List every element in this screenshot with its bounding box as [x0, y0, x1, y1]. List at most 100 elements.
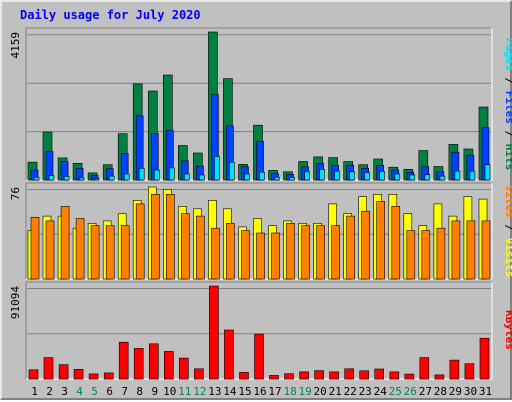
bar-sites-13	[211, 227, 220, 280]
bar-sites-8	[135, 203, 145, 280]
x-tick-label-31: 31	[479, 385, 492, 398]
bar-sites-11	[181, 213, 190, 280]
bar-pages-16	[259, 171, 265, 181]
bar-pages-29	[454, 170, 461, 181]
bar-sites-31	[481, 220, 491, 280]
x-tick-label-7: 7	[121, 385, 128, 398]
bar-kbytes-15	[239, 372, 249, 380]
bar-pages-27	[424, 174, 431, 181]
bar-pages-2	[48, 175, 55, 181]
legend-entry: Visits	[503, 238, 512, 278]
x-tick-label-11: 11	[178, 385, 191, 398]
bar-kbytes-8	[133, 348, 144, 380]
bar-pages-25	[394, 173, 401, 181]
bar-kbytes-19	[299, 371, 309, 380]
bar-kbytes-12	[194, 368, 204, 380]
x-tick-label-13: 13	[208, 385, 221, 398]
bar-sites-27	[421, 230, 431, 280]
x-tick-label-19: 19	[298, 385, 311, 398]
bar-sites-29	[451, 220, 461, 280]
x-tick-label-14: 14	[223, 385, 237, 398]
bar-sites-21	[331, 225, 340, 280]
bar-kbytes-4	[73, 368, 84, 380]
bar-kbytes-7	[118, 341, 129, 380]
bar-pages-18	[289, 177, 295, 181]
bar-kbytes-17	[269, 375, 279, 380]
x-tick-label-6: 6	[106, 385, 113, 398]
x-tick-label-26: 26	[404, 385, 417, 398]
bar-kbytes-30	[464, 363, 475, 380]
bar-sites-5	[90, 225, 100, 280]
bar-kbytes-1	[28, 369, 39, 380]
bar-sites-30	[466, 220, 476, 280]
bar-kbytes-10	[164, 351, 174, 380]
bar-pages-3	[63, 176, 70, 181]
bar-sites-16	[256, 232, 265, 280]
x-tick-label-21: 21	[329, 385, 342, 398]
x-tick-label-12: 12	[193, 385, 206, 398]
bar-kbytes-2	[43, 357, 54, 380]
bar-pages-28	[439, 175, 446, 181]
bar-pages-19	[304, 171, 310, 181]
legend-entry: Pages	[503, 38, 512, 71]
x-tick-label-5: 5	[91, 385, 98, 398]
panel-visits-sites: 76 Sites / Visits	[9, 182, 512, 280]
bar-kbytes-22	[344, 368, 355, 380]
x-tick-label-4: 4	[76, 385, 83, 398]
bar-pages-26	[409, 174, 416, 181]
bar-sites-24	[376, 201, 386, 280]
bar-kbytes-13	[209, 285, 219, 380]
legend: Sites / Visits	[503, 185, 512, 278]
bar-pages-23	[364, 172, 371, 181]
x-tick-label-25: 25	[389, 385, 402, 398]
bar-kbytes-24	[374, 368, 385, 380]
bar-pages-5	[93, 178, 100, 181]
y-max-label: 76	[9, 187, 22, 200]
bar-sites-7	[120, 225, 130, 280]
bar-sites-12	[196, 215, 205, 280]
y-max-label: 91094	[9, 286, 22, 319]
bar-pages-8	[138, 168, 145, 181]
bar-sites-26	[406, 230, 416, 280]
bar-pages-4	[78, 177, 85, 181]
bar-sites-3	[60, 206, 70, 280]
bar-pages-11	[184, 173, 190, 181]
bar-pages-13	[214, 156, 220, 181]
bar-kbytes-28	[434, 374, 445, 380]
panel-kbytes: 91094 KBytes	[9, 281, 512, 380]
bar-pages-9	[154, 169, 160, 181]
bar-pages-15	[244, 173, 250, 181]
x-tick-label-30: 30	[464, 385, 477, 398]
bar-pages-1	[33, 176, 40, 181]
x-tick-label-10: 10	[163, 385, 176, 398]
bar-kbytes-6	[103, 372, 114, 380]
bar-sites-4	[75, 218, 85, 280]
x-tick-label-28: 28	[434, 385, 447, 398]
x-tick-label-9: 9	[151, 385, 158, 398]
bar-kbytes-20	[314, 370, 324, 380]
bar-pages-12	[199, 174, 205, 181]
bar-sites-10	[166, 194, 175, 280]
bar-pages-24	[379, 171, 386, 181]
legend-entry: /	[503, 218, 512, 238]
x-tick-label-29: 29	[449, 385, 462, 398]
bar-pages-20	[319, 169, 325, 181]
bar-sites-20	[316, 225, 325, 280]
bar-sites-19	[301, 225, 310, 280]
bar-pages-30	[469, 170, 476, 181]
bar-kbytes-5	[88, 373, 99, 380]
bar-sites-23	[361, 210, 371, 280]
legend-entry: /	[503, 71, 512, 91]
x-tick-label-18: 18	[283, 385, 296, 398]
x-tick-label-23: 23	[359, 385, 372, 398]
x-tick-label-22: 22	[344, 385, 357, 398]
bar-sites-17	[271, 232, 280, 280]
bar-kbytes-9	[149, 343, 159, 380]
legend-entry: Files	[503, 91, 512, 124]
x-tick-label-17: 17	[268, 385, 281, 398]
bar-kbytes-25	[389, 371, 400, 380]
x-tick-label-20: 20	[313, 385, 326, 398]
bar-pages-14	[229, 161, 235, 181]
bar-pages-6	[108, 175, 115, 181]
